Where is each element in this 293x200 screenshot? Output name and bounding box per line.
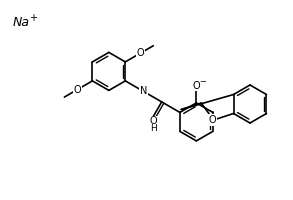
- Text: O: O: [149, 116, 157, 126]
- Text: O: O: [74, 85, 81, 95]
- Text: O: O: [193, 81, 200, 91]
- Text: O: O: [137, 48, 144, 58]
- Text: O: O: [209, 115, 217, 125]
- Text: N: N: [140, 86, 147, 96]
- Text: Na: Na: [13, 17, 30, 29]
- Text: H: H: [150, 124, 157, 133]
- Text: +: +: [29, 13, 37, 23]
- Text: −: −: [199, 77, 206, 86]
